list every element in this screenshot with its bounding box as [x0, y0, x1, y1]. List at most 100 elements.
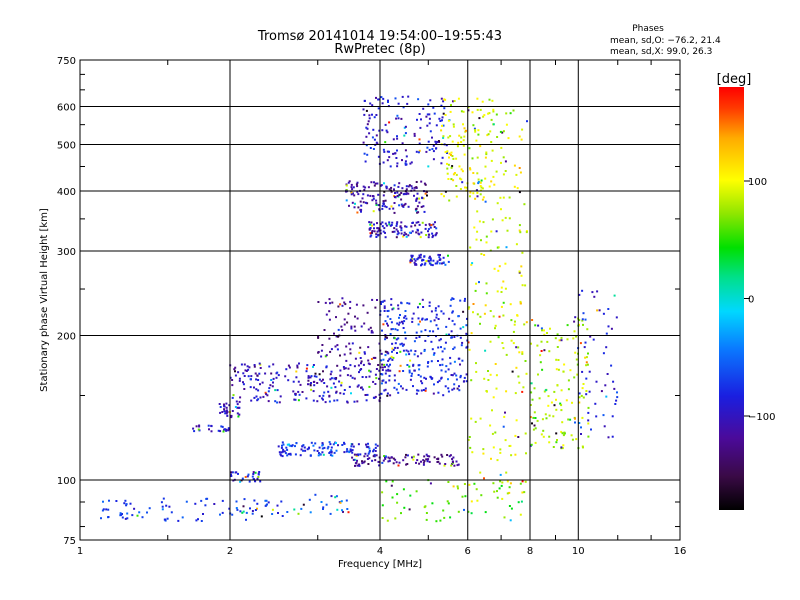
- echo-point: [310, 441, 313, 444]
- echo-point: [452, 123, 455, 126]
- echo-point: [349, 364, 352, 367]
- echo-point: [521, 352, 524, 355]
- echo-point: [440, 369, 443, 372]
- echo-point: [413, 132, 416, 135]
- echo-point: [456, 145, 459, 148]
- echo-point: [395, 157, 398, 159]
- echo-point: [280, 500, 283, 503]
- echo-point: [493, 183, 496, 186]
- echo-point: [401, 322, 404, 325]
- echo-point: [471, 157, 474, 160]
- echo-point: [363, 352, 366, 355]
- echo-point: [586, 328, 589, 331]
- echo-point: [593, 295, 596, 298]
- echo-point: [358, 463, 361, 466]
- echo-point: [416, 228, 419, 231]
- echo-point: [405, 225, 408, 228]
- echo-point: [402, 459, 405, 462]
- echo-point: [604, 384, 607, 387]
- echo-point: [284, 452, 287, 455]
- echo-point: [317, 335, 320, 338]
- echo-point: [384, 141, 387, 144]
- echo-point: [402, 370, 405, 372]
- echo-point: [410, 259, 413, 262]
- echo-point: [576, 373, 579, 376]
- echo-point: [428, 113, 431, 116]
- echo-point: [347, 312, 350, 315]
- echo-point: [321, 442, 324, 445]
- echo-point: [437, 360, 439, 362]
- echo-point: [326, 385, 329, 388]
- echo-point: [519, 231, 522, 234]
- echo-point: [371, 298, 374, 301]
- echo-point: [463, 299, 466, 302]
- echo-point: [534, 427, 537, 430]
- echo-point: [505, 123, 508, 126]
- echo-point: [366, 446, 369, 449]
- echo-point: [479, 315, 482, 318]
- echo-point: [500, 208, 502, 211]
- echo-point: [391, 496, 394, 499]
- echo-point: [450, 178, 453, 181]
- echo-point: [439, 338, 442, 341]
- echo-point: [455, 173, 458, 176]
- echo-point: [387, 101, 389, 103]
- echo-point: [206, 497, 209, 500]
- echo-point: [387, 359, 390, 362]
- echo-point: [390, 205, 393, 208]
- echo-point: [412, 221, 414, 224]
- echo-point: [463, 135, 466, 138]
- echo-point: [457, 357, 460, 360]
- echo-point: [404, 225, 407, 228]
- echo-point: [524, 432, 527, 435]
- echo-point: [371, 136, 374, 139]
- phases-x-mode: mean, sd,X: 99.0, 26.3: [610, 47, 712, 57]
- echo-point: [330, 450, 333, 453]
- echo-point: [423, 255, 426, 258]
- echo-point: [384, 354, 387, 357]
- echo-point: [349, 448, 352, 451]
- echo-point: [247, 375, 250, 378]
- echo-point: [168, 505, 171, 508]
- echo-point: [444, 341, 447, 344]
- echo-point: [541, 418, 544, 421]
- echo-point: [385, 186, 388, 188]
- echo-point: [422, 197, 425, 200]
- echo-point: [499, 480, 502, 483]
- echo-point: [294, 392, 297, 395]
- echo-point: [393, 386, 396, 389]
- echo-point: [386, 351, 389, 354]
- echo-point: [525, 231, 528, 234]
- echo-point: [327, 390, 330, 393]
- echo-point: [413, 186, 416, 189]
- echo-point: [428, 255, 431, 258]
- echo-point: [282, 448, 285, 451]
- echo-point: [389, 357, 392, 360]
- echo-point: [353, 365, 356, 368]
- echo-point: [388, 156, 391, 159]
- echo-point: [399, 364, 402, 367]
- echo-point: [474, 420, 477, 423]
- echo-point: [453, 383, 456, 386]
- echo-point: [605, 395, 608, 398]
- echo-point: [499, 473, 502, 476]
- echo-point: [574, 417, 576, 420]
- echo-point: [328, 394, 331, 397]
- echo-point: [613, 387, 616, 390]
- echo-point: [446, 454, 449, 456]
- echo-point: [446, 172, 449, 175]
- echo-point: [345, 499, 348, 502]
- echo-point: [349, 307, 352, 310]
- echo-point: [388, 221, 391, 224]
- echo-point: [389, 318, 392, 320]
- echo-point: [409, 261, 412, 264]
- echo-point: [322, 370, 324, 373]
- echo-point: [465, 186, 468, 189]
- echo-point: [384, 335, 387, 338]
- echo-point: [324, 355, 327, 358]
- echo-point: [588, 370, 591, 373]
- echo-point: [126, 517, 129, 520]
- echo-point: [382, 97, 385, 100]
- echo-point: [394, 517, 397, 520]
- echo-point: [508, 505, 511, 507]
